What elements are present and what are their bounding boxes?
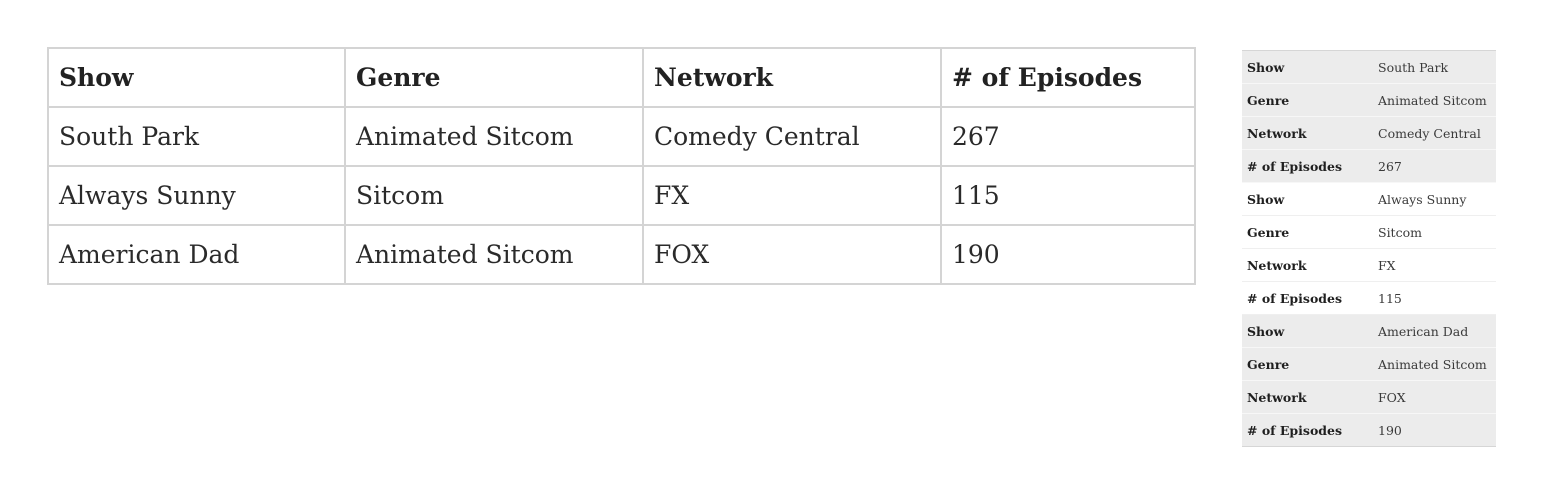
stacked-key: Network <box>1242 116 1373 150</box>
stacked-shows-table: Show South Park Genre Animated Sitcom Ne… <box>1242 50 1496 447</box>
stacked-value: Animated Sitcom <box>1373 83 1496 117</box>
shows-table: Show Genre Network # of Episodes South P… <box>47 47 1196 285</box>
stacked-row: Genre Animated Sitcom <box>1242 83 1496 117</box>
stacked-value: Animated Sitcom <box>1373 347 1496 381</box>
header-network: Network <box>642 47 942 108</box>
stacked-key: Genre <box>1242 83 1373 117</box>
stacked-value: Comedy Central <box>1373 116 1496 150</box>
stacked-row: # of Episodes 190 <box>1242 413 1496 447</box>
stacked-row: Genre Sitcom <box>1242 215 1496 249</box>
stacked-row: Show Always Sunny <box>1242 182 1496 216</box>
cell-network: FX <box>642 165 942 226</box>
stacked-row: Show South Park <box>1242 50 1496 84</box>
stacked-value: Sitcom <box>1373 215 1496 249</box>
stacked-key: Show <box>1242 182 1373 216</box>
stacked-row: Show American Dad <box>1242 314 1496 348</box>
stacked-value: South Park <box>1373 50 1496 84</box>
stacked-key: Genre <box>1242 347 1373 381</box>
header-episodes: # of Episodes <box>940 47 1196 108</box>
stacked-value: 115 <box>1373 281 1496 315</box>
stacked-value: 267 <box>1373 149 1496 183</box>
cell-show: American Dad <box>47 224 346 285</box>
stacked-row: # of Episodes 115 <box>1242 281 1496 315</box>
cell-episodes: 190 <box>940 224 1196 285</box>
stacked-key: Network <box>1242 248 1373 282</box>
stacked-key: Show <box>1242 50 1373 84</box>
stacked-record: Show Always Sunny Genre Sitcom Network F… <box>1242 182 1496 315</box>
stacked-value: Always Sunny <box>1373 182 1496 216</box>
table-header-row: Show Genre Network # of Episodes <box>47 47 1196 108</box>
cell-network: FOX <box>642 224 942 285</box>
cell-network: Comedy Central <box>642 106 942 167</box>
cell-episodes: 267 <box>940 106 1196 167</box>
stacked-row: # of Episodes 267 <box>1242 149 1496 183</box>
cell-genre: Animated Sitcom <box>344 224 644 285</box>
table-row: South Park Animated Sitcom Comedy Centra… <box>47 106 1196 167</box>
cell-show: South Park <box>47 106 346 167</box>
stacked-value: FX <box>1373 248 1496 282</box>
stacked-value: American Dad <box>1373 314 1496 348</box>
stacked-key: # of Episodes <box>1242 281 1373 315</box>
table-row: American Dad Animated Sitcom FOX 190 <box>47 224 1196 285</box>
stacked-record: Show South Park Genre Animated Sitcom Ne… <box>1242 50 1496 183</box>
cell-show: Always Sunny <box>47 165 346 226</box>
stacked-key: Genre <box>1242 215 1373 249</box>
stacked-row: Network FOX <box>1242 380 1496 414</box>
stacked-row: Network FX <box>1242 248 1496 282</box>
table-row: Always Sunny Sitcom FX 115 <box>47 165 1196 226</box>
cell-genre: Animated Sitcom <box>344 106 644 167</box>
stacked-key: Show <box>1242 314 1373 348</box>
cell-genre: Sitcom <box>344 165 644 226</box>
stacked-key: # of Episodes <box>1242 413 1373 447</box>
stacked-row: Network Comedy Central <box>1242 116 1496 150</box>
cell-episodes: 115 <box>940 165 1196 226</box>
stacked-row: Genre Animated Sitcom <box>1242 347 1496 381</box>
stacked-value: 190 <box>1373 413 1496 447</box>
stacked-record: Show American Dad Genre Animated Sitcom … <box>1242 314 1496 447</box>
stacked-key: Network <box>1242 380 1373 414</box>
stacked-value: FOX <box>1373 380 1496 414</box>
header-genre: Genre <box>344 47 644 108</box>
stacked-key: # of Episodes <box>1242 149 1373 183</box>
header-show: Show <box>47 47 346 108</box>
